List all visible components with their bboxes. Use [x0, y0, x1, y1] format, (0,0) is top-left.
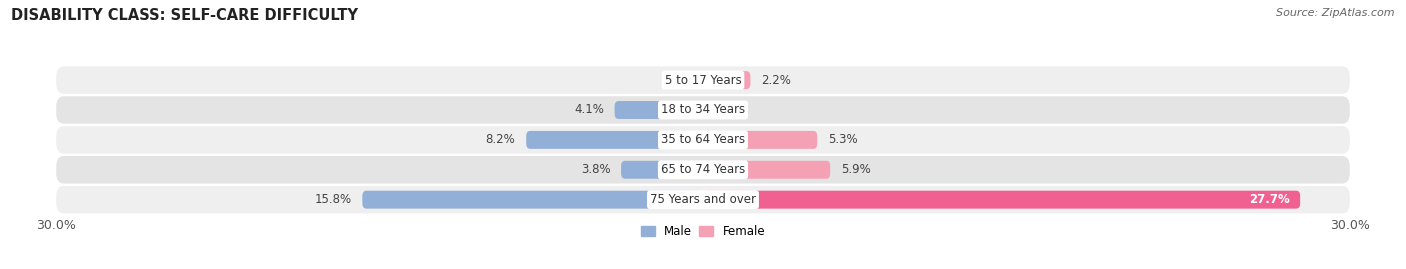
Text: DISABILITY CLASS: SELF-CARE DIFFICULTY: DISABILITY CLASS: SELF-CARE DIFFICULTY: [11, 8, 359, 23]
Text: 65 to 74 Years: 65 to 74 Years: [661, 163, 745, 176]
FancyBboxPatch shape: [703, 161, 830, 179]
Text: 5.3%: 5.3%: [828, 133, 858, 146]
Text: 15.8%: 15.8%: [315, 193, 352, 206]
FancyBboxPatch shape: [614, 101, 703, 119]
FancyBboxPatch shape: [703, 191, 1301, 209]
Text: 27.7%: 27.7%: [1249, 193, 1289, 206]
Text: 5 to 17 Years: 5 to 17 Years: [665, 74, 741, 87]
FancyBboxPatch shape: [526, 131, 703, 149]
FancyBboxPatch shape: [56, 126, 1350, 154]
FancyBboxPatch shape: [56, 96, 1350, 124]
Text: 0.0%: 0.0%: [714, 104, 744, 116]
Text: 8.2%: 8.2%: [485, 133, 516, 146]
Text: 3.8%: 3.8%: [581, 163, 610, 176]
FancyBboxPatch shape: [56, 186, 1350, 213]
Text: 0.0%: 0.0%: [662, 74, 692, 87]
FancyBboxPatch shape: [56, 156, 1350, 183]
Text: 5.9%: 5.9%: [841, 163, 870, 176]
Text: 4.1%: 4.1%: [574, 104, 603, 116]
Legend: Male, Female: Male, Female: [636, 220, 770, 242]
FancyBboxPatch shape: [703, 131, 817, 149]
Text: 35 to 64 Years: 35 to 64 Years: [661, 133, 745, 146]
FancyBboxPatch shape: [621, 161, 703, 179]
Text: 18 to 34 Years: 18 to 34 Years: [661, 104, 745, 116]
FancyBboxPatch shape: [703, 71, 751, 89]
Text: 75 Years and over: 75 Years and over: [650, 193, 756, 206]
FancyBboxPatch shape: [56, 66, 1350, 94]
Text: 2.2%: 2.2%: [761, 74, 792, 87]
FancyBboxPatch shape: [363, 191, 703, 209]
Text: Source: ZipAtlas.com: Source: ZipAtlas.com: [1277, 8, 1395, 18]
